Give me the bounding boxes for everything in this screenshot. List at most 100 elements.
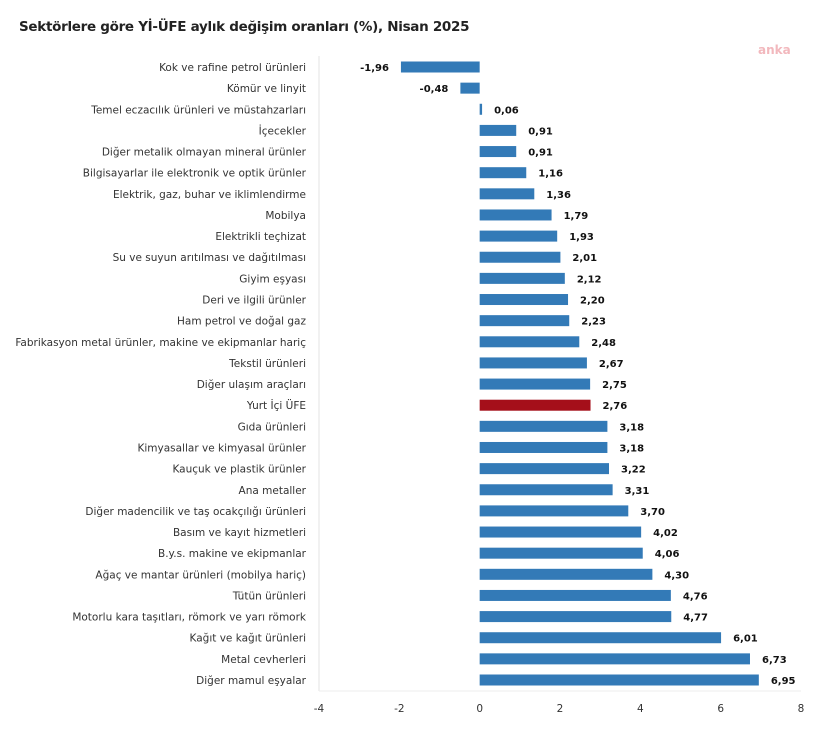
bar [479,336,580,348]
bar [479,103,483,115]
category-label: Kauçuk ve plastik ürünler [172,464,306,476]
category-label: Tekstil ürünleri [228,358,306,370]
data-label: 0,91 [528,148,553,159]
bar [479,315,570,327]
category-label: Kömür ve linyit [227,83,306,95]
data-label: 1,36 [546,190,571,201]
bar [479,611,672,623]
data-label: 1,93 [569,232,594,243]
data-label: 0,06 [494,105,519,116]
category-label: Kağıt ve kağıt ürünleri [190,633,306,645]
bar [479,547,643,559]
category-label: Su ve suyun arıtılması ve dağıtılması [113,252,306,264]
data-label: 3,18 [619,422,644,433]
category-label: Motorlu kara taşıtları, römork ve yarı r… [72,612,307,624]
data-label: -1,96 [360,63,389,74]
data-label: 4,06 [655,549,680,560]
bar [479,272,565,284]
x-tick-label: -2 [394,703,404,715]
data-label: 2,67 [599,359,624,370]
data-label: 1,16 [538,169,563,180]
bar [479,230,558,242]
data-label: 3,18 [619,443,644,454]
bar [479,378,591,390]
data-label: 6,01 [733,634,758,645]
data-label: 4,30 [664,570,689,581]
x-tick-label: 4 [637,703,644,715]
category-label: Yurt İçi ÜFE [246,399,306,412]
bar [460,82,480,94]
bar [479,526,642,538]
category-label: İçecekler [259,124,307,137]
data-label: -0,48 [420,84,449,95]
category-label: Basım ve kayıt hizmetleri [173,527,306,539]
data-label: 4,76 [683,591,708,602]
bar [479,420,608,432]
data-label: 4,02 [653,528,678,539]
category-label: Diğer ulaşım araçları [197,379,306,391]
bar [479,632,722,644]
bar [479,294,569,306]
chart-title: Sektörlere göre Yİ-ÜFE aylık değişim ora… [19,19,470,35]
category-label: Kimyasallar ve kimyasal ürünler [137,442,306,454]
bar [479,167,527,179]
category-label: B.y.s. makine ve ekipmanlar [158,548,307,560]
category-label: Giyim eşyası [239,273,306,285]
category-label: Diğer metalik olmayan mineral ürünler [102,147,307,159]
data-label: 3,31 [625,486,650,497]
bar [479,251,561,263]
category-label: Deri ve ilgili ürünler [202,295,306,307]
bar [479,653,750,665]
data-label: 2,20 [580,296,605,307]
category-label: Gıda ürünleri [238,421,306,433]
category-label: Mobilya [265,210,306,222]
bar [479,146,517,158]
category-label: Fabrikasyon metal ürünler, makine ve eki… [15,337,306,349]
x-tick-label: 8 [798,703,805,715]
category-label: Kok ve rafine petrol ürünleri [159,62,306,74]
data-label: 2,75 [602,380,627,391]
category-label: Metal cevherleri [221,654,306,666]
data-label: 2,23 [581,317,606,328]
data-label: 0,91 [528,126,553,137]
x-tick-label: 6 [717,703,724,715]
category-label: Tütün ürünleri [232,590,306,602]
category-label: Ağaç ve mantar ürünleri (mobilya hariç) [95,569,306,581]
category-label: Elektrik, gaz, buhar ve iklimlendirme [113,189,306,201]
watermark-logo: anka [758,43,791,57]
data-label: 4,77 [683,613,708,624]
bar [400,61,480,73]
x-tick-label: 2 [557,703,564,715]
bar [479,484,613,496]
data-label: 2,12 [577,274,602,285]
bar [479,674,759,686]
data-label: 3,22 [621,465,646,476]
data-label: 2,01 [572,253,597,264]
category-label: Diğer mamul eşyalar [196,675,307,687]
data-label: 1,79 [564,211,589,222]
data-label: 6,95 [771,676,796,687]
bar [479,589,671,601]
x-tick-label: 0 [476,703,483,715]
bar [479,209,552,221]
category-label: Bilgisayarlar ile elektronik ve optik ür… [83,168,307,180]
bar [479,441,608,453]
bar [479,505,629,517]
bar [479,124,517,136]
data-label: 6,73 [762,655,787,666]
category-label: Ana metaller [239,485,307,497]
bar [479,463,610,475]
bar [479,357,587,369]
category-label: Diğer madencilik ve taş ocakçılığı ürünl… [85,506,306,518]
data-label: 2,48 [591,338,616,349]
category-label: Temel eczacılık ürünleri ve müstahzarlar… [90,104,306,116]
bar [479,568,653,580]
bar [479,188,535,200]
data-label: 2,76 [603,401,628,412]
bar [479,399,591,411]
category-label: Ham petrol ve doğal gaz [177,316,306,328]
data-label: 3,70 [640,507,665,518]
category-label: Elektrikli teçhizat [215,231,306,243]
x-tick-label: -4 [314,703,325,715]
